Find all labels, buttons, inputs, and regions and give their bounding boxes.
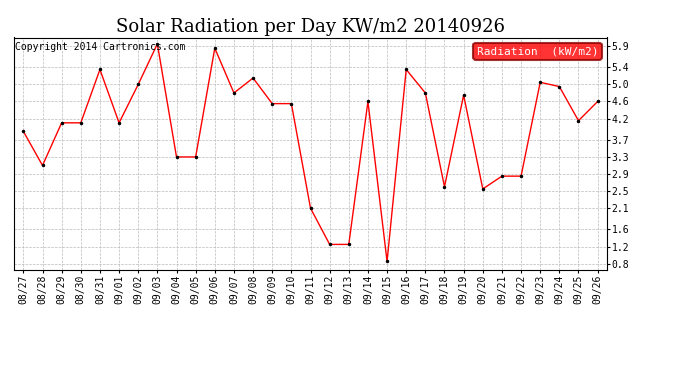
- Legend: Radiation  (kW/m2): Radiation (kW/m2): [473, 43, 602, 60]
- Text: Copyright 2014 Cartronics.com: Copyright 2014 Cartronics.com: [15, 42, 186, 52]
- Title: Solar Radiation per Day KW/m2 20140926: Solar Radiation per Day KW/m2 20140926: [116, 18, 505, 36]
